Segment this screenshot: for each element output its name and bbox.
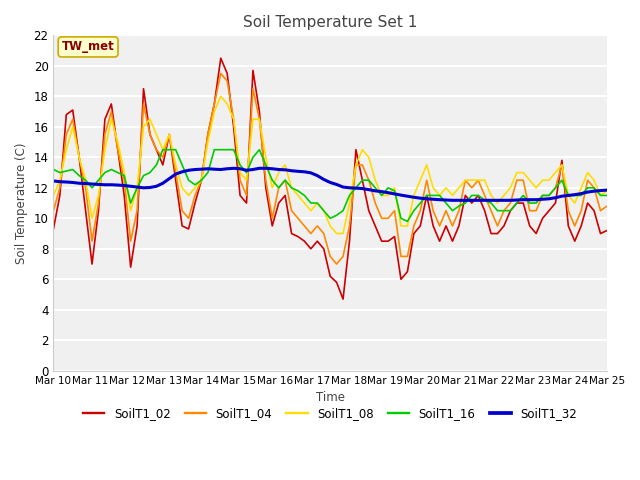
SoilT1_02: [49, 226, 57, 232]
SoilT1_04: [513, 177, 521, 183]
SoilT1_16: [159, 147, 166, 153]
SoilT1_04: [172, 169, 180, 175]
SoilT1_02: [172, 177, 180, 183]
SoilT1_02: [333, 279, 340, 285]
SoilT1_02: [140, 86, 147, 92]
SoilT1_16: [217, 147, 225, 153]
SoilT1_16: [513, 200, 521, 206]
SoilT1_16: [49, 167, 57, 172]
SoilT1_04: [339, 253, 347, 259]
SoilT1_08: [339, 231, 347, 237]
SoilT1_16: [603, 192, 611, 198]
SoilT1_04: [288, 208, 296, 214]
SoilT1_32: [49, 178, 57, 184]
SoilT1_32: [172, 171, 180, 177]
SoilT1_32: [211, 167, 218, 172]
SoilT1_32: [333, 181, 340, 187]
Line: SoilT1_04: SoilT1_04: [53, 73, 607, 264]
SoilT1_16: [404, 218, 412, 224]
SoilT1_32: [449, 197, 456, 203]
SoilT1_32: [288, 168, 296, 174]
SoilT1_02: [217, 55, 225, 61]
SoilT1_16: [179, 162, 186, 168]
Line: SoilT1_32: SoilT1_32: [53, 168, 607, 200]
SoilT1_04: [217, 71, 225, 76]
SoilT1_32: [603, 187, 611, 193]
X-axis label: Time: Time: [316, 391, 345, 404]
SoilT1_08: [217, 94, 225, 99]
Legend: SoilT1_02, SoilT1_04, SoilT1_08, SoilT1_16, SoilT1_32: SoilT1_02, SoilT1_04, SoilT1_08, SoilT1_…: [79, 403, 582, 425]
SoilT1_02: [513, 200, 521, 206]
SoilT1_08: [288, 185, 296, 191]
Line: SoilT1_08: SoilT1_08: [53, 96, 607, 234]
Text: TW_met: TW_met: [61, 40, 115, 53]
SoilT1_04: [603, 203, 611, 209]
SoilT1_08: [172, 162, 180, 168]
SoilT1_02: [211, 101, 218, 107]
SoilT1_02: [288, 231, 296, 237]
SoilT1_16: [288, 185, 296, 191]
SoilT1_04: [211, 101, 218, 107]
SoilT1_02: [339, 296, 347, 302]
Title: Soil Temperature Set 1: Soil Temperature Set 1: [243, 15, 417, 30]
SoilT1_08: [211, 108, 218, 114]
SoilT1_32: [513, 197, 521, 203]
SoilT1_04: [49, 208, 57, 214]
SoilT1_08: [140, 124, 147, 130]
SoilT1_08: [513, 169, 521, 175]
SoilT1_08: [49, 192, 57, 198]
SoilT1_08: [603, 188, 611, 194]
Line: SoilT1_02: SoilT1_02: [53, 58, 607, 299]
SoilT1_32: [140, 185, 147, 191]
SoilT1_04: [333, 261, 340, 267]
SoilT1_08: [333, 231, 340, 237]
SoilT1_04: [140, 101, 147, 107]
Line: SoilT1_16: SoilT1_16: [53, 150, 607, 221]
SoilT1_02: [603, 228, 611, 233]
SoilT1_32: [230, 166, 237, 171]
SoilT1_16: [140, 173, 147, 179]
SoilT1_16: [333, 212, 340, 218]
Y-axis label: Soil Temperature (C): Soil Temperature (C): [15, 142, 28, 264]
